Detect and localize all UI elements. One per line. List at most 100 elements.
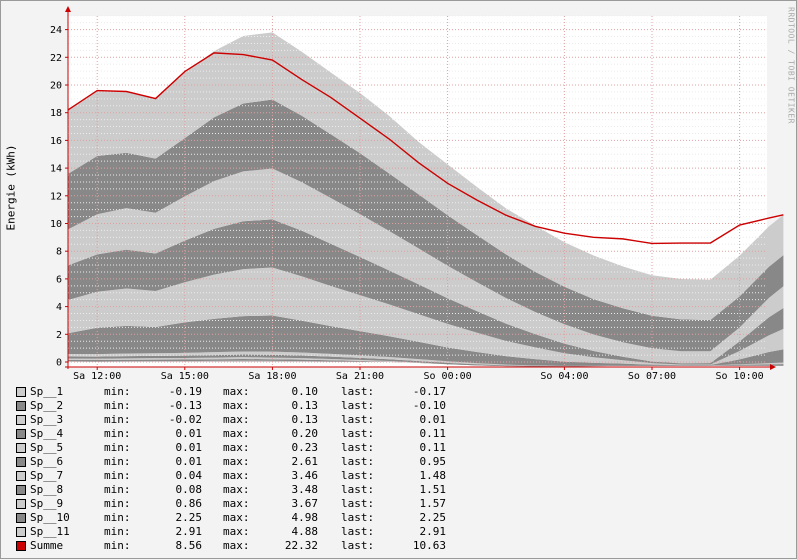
legend-swatch (16, 429, 26, 439)
legend-swatch (16, 499, 26, 509)
legend-min-label: min: (104, 511, 131, 524)
legend-max-value: 3.48 (291, 483, 319, 496)
legend-last-label: last: (341, 385, 375, 398)
x-tick-label: Sa 21:00 (336, 371, 384, 382)
legend-max-label: max: (223, 525, 250, 538)
legend-last-value: 1.48 (419, 469, 447, 482)
legend-min-label: min: (104, 497, 131, 510)
legend-last-value: 2.91 (419, 525, 447, 538)
legend-max-value: 0.20 (291, 427, 319, 440)
legend-max-label: max: (223, 497, 250, 510)
y-tick-label: 10 (50, 219, 62, 230)
legend-swatch (16, 401, 26, 411)
legend-max-value: 0.10 (291, 385, 319, 398)
legend-min-label: min: (104, 483, 131, 496)
legend-last-value: 0.01 (419, 413, 447, 426)
legend-swatch (16, 513, 26, 523)
legend-min-label: min: (104, 469, 131, 482)
summe-line (67, 52, 784, 245)
legend-swatch (16, 527, 26, 537)
y-tick-label: 14 (50, 164, 62, 175)
area-sp-10 (68, 99, 784, 352)
legend-last-label: last: (341, 441, 375, 454)
legend-min-label: min: (104, 399, 131, 412)
y-axis-label: Energie (kWh) (4, 144, 18, 231)
legend-min-value: 8.56 (175, 539, 203, 552)
legend-series-name: Sp__11 (30, 525, 70, 538)
legend-min-label: min: (104, 413, 131, 426)
legend-min-value: 0.04 (175, 469, 203, 482)
legend-max-value: 0.13 (291, 413, 319, 426)
area-sp-6 (68, 315, 784, 366)
legend-swatch (16, 415, 26, 425)
legend-max-value: 2.61 (291, 455, 319, 468)
legend-max-value: 0.13 (291, 399, 319, 412)
legend-series-name: Sp__3 (30, 413, 64, 426)
legend-min-value: -0.19 (168, 385, 202, 398)
legend-max-label: max: (223, 539, 250, 552)
y-tick-label: 0 (56, 358, 62, 369)
legend-series-name: Summe (30, 539, 64, 552)
legend-max-label: max: (223, 413, 250, 426)
legend-max-label: max: (223, 427, 250, 440)
y-tick-label: 2 (56, 330, 62, 341)
legend-max-value: 4.88 (291, 525, 319, 538)
legend-min-label: min: (104, 525, 131, 538)
legend-min-value: 0.01 (175, 455, 203, 468)
legend-last-value: 2.25 (419, 511, 447, 524)
y-axis-arrow (65, 6, 71, 12)
y-tick-label: 18 (50, 108, 62, 119)
x-tick-labels: Sa 12:00 Sa 15:00 Sa 18:00 Sa 21:00 So 00:00… (73, 367, 764, 382)
legend-last-value: 1.51 (419, 483, 447, 496)
legend-swatch (16, 471, 26, 481)
legend-series-name: Sp__6 (30, 455, 64, 468)
legend-last-label: last: (341, 497, 375, 510)
y-tick-label: 4 (56, 302, 62, 313)
legend-min-label: min: (104, 539, 131, 552)
legend-max-label: max: (223, 469, 250, 482)
area-sp-7 (68, 267, 784, 366)
legend-max-value: 0.23 (291, 441, 319, 454)
legend-series-name: Sp__8 (30, 483, 64, 496)
legend-min-label: min: (104, 427, 131, 440)
legend-last-label: last: (341, 539, 375, 552)
summe-series-line (67, 52, 784, 245)
legend-series-name: Sp__7 (30, 469, 64, 482)
legend-last-value: 10.63 (412, 539, 446, 552)
legend-last-value: 0.11 (419, 441, 447, 454)
legend-last-label: last: (341, 413, 375, 426)
x-tick-label: So 00:00 (424, 371, 472, 382)
legend-min-value: 2.25 (175, 511, 203, 524)
legend-max-value: 22.32 (284, 539, 318, 552)
legend-max-value: 3.46 (291, 469, 319, 482)
y-tick-label: 6 (56, 274, 62, 285)
y-tick-label: 20 (50, 81, 62, 92)
y-tick-label: 22 (50, 53, 62, 64)
legend-max-label: max: (223, 399, 250, 412)
legend-last-label: last: (341, 455, 375, 468)
legend-last-value: -0.17 (412, 385, 446, 398)
legend-max-label: max: (223, 483, 250, 496)
legend-last-label: last: (341, 399, 375, 412)
legend-min-value: 0.01 (175, 427, 203, 440)
x-tick-label: So 07:00 (628, 371, 676, 382)
legend-last-value: 0.11 (419, 427, 447, 440)
legend-swatch (16, 457, 26, 467)
y-tick-label: 12 (50, 191, 62, 202)
legend-swatch (16, 443, 26, 453)
legend-last-label: last: (341, 525, 375, 538)
grid-lines (68, 15, 767, 367)
legend-series-name: Sp__10 (30, 511, 70, 524)
area-sp-11 (68, 32, 784, 321)
legend-swatch (16, 387, 26, 397)
legend-last-label: last: (341, 511, 375, 524)
legend-series-name: Sp__1 (30, 385, 64, 398)
y-tick-label: 8 (56, 247, 62, 258)
legend-last-value: -0.10 (412, 399, 446, 412)
rrdtool-watermark: RRDTOOL / TOBI OETIKER (786, 7, 796, 124)
legend-series-name: Sp__9 (30, 497, 64, 510)
y-tick-label: 24 (50, 25, 62, 36)
axes (65, 6, 776, 370)
